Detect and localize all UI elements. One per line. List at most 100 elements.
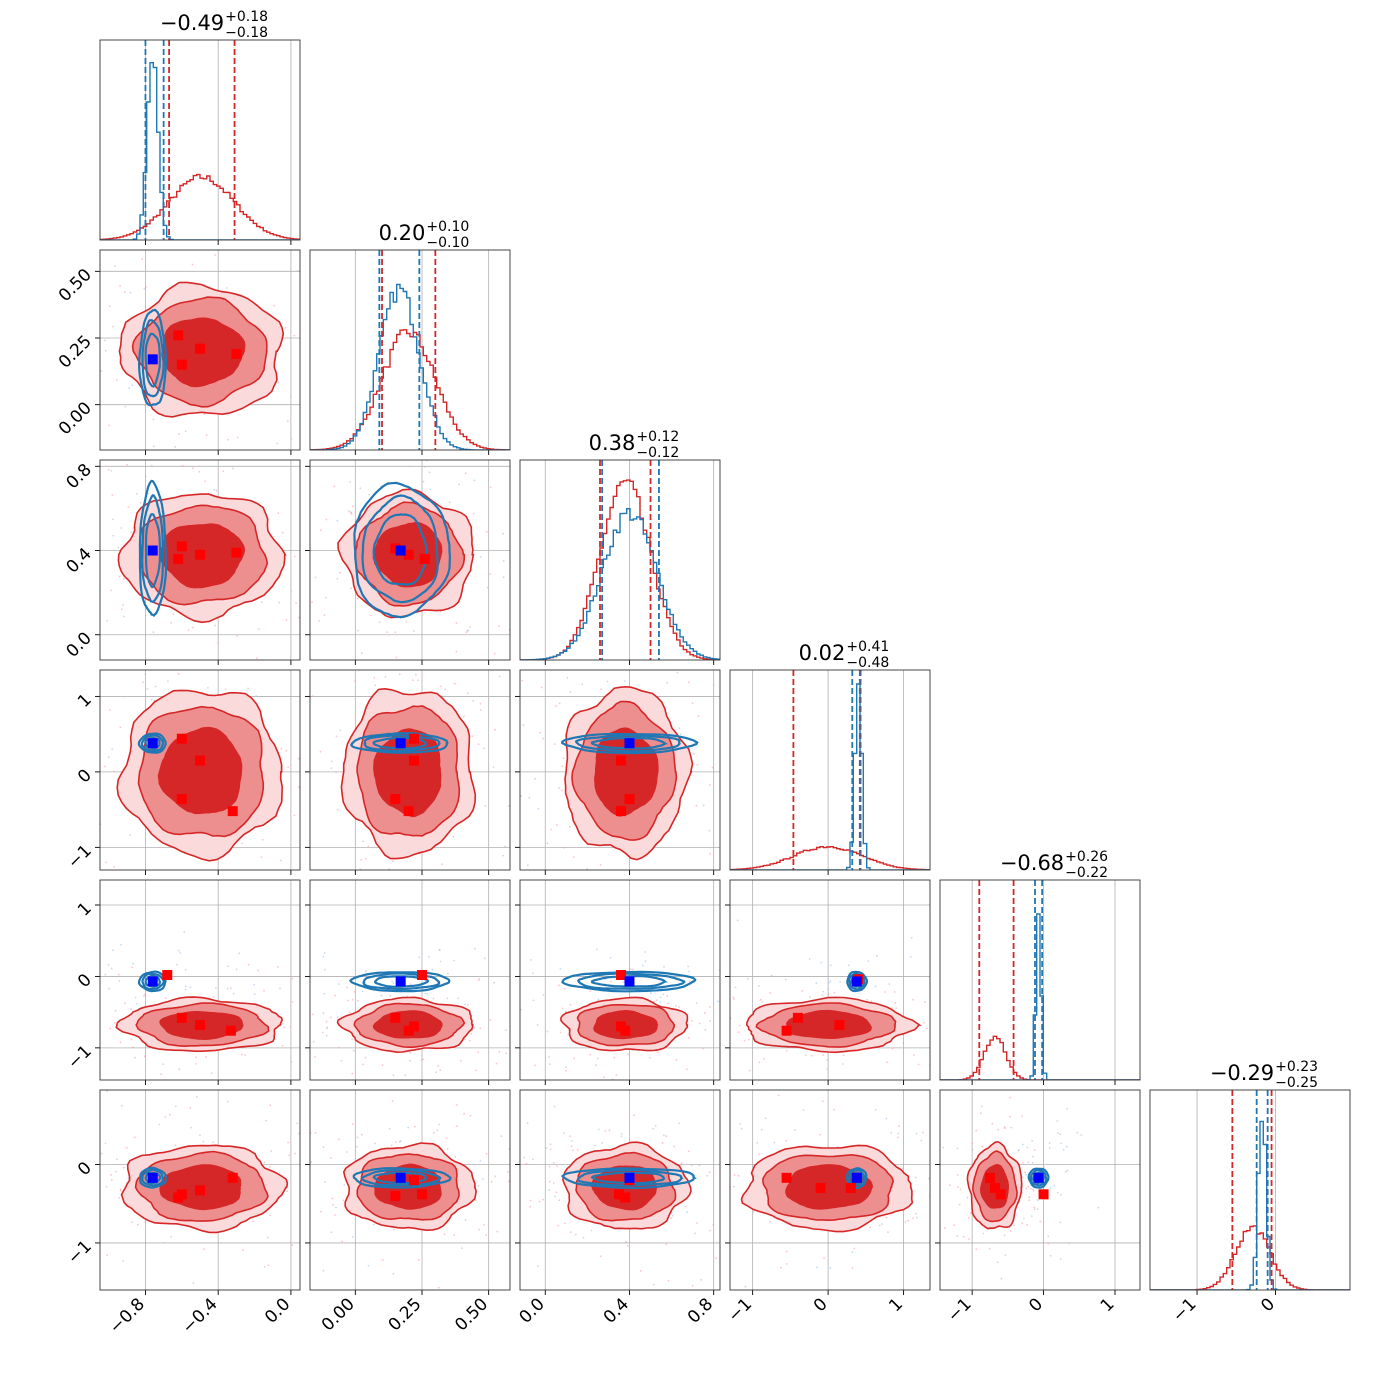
sample-point bbox=[173, 1319, 175, 1321]
sample-point bbox=[356, 1136, 359, 1139]
sample-point bbox=[717, 1000, 720, 1003]
sample-point bbox=[16, 636, 18, 638]
sample-point bbox=[902, 1012, 905, 1014]
sample-point bbox=[144, 1221, 147, 1223]
sample-point bbox=[940, 965, 942, 967]
marker-red bbox=[176, 359, 187, 370]
sample-point bbox=[303, 1253, 305, 1255]
sample-point bbox=[1066, 1169, 1069, 1172]
sample-point bbox=[747, 1209, 749, 1211]
sample-point bbox=[268, 1166, 271, 1168]
contour-blue bbox=[1027, 1167, 1050, 1189]
sample-point bbox=[215, 987, 217, 989]
sample-point bbox=[594, 1144, 596, 1147]
sample-point bbox=[56, 677, 58, 679]
sample-point bbox=[290, 1061, 293, 1064]
panel-frame bbox=[99, 879, 301, 1081]
sample-point bbox=[515, 740, 517, 742]
sample-point bbox=[498, 675, 501, 678]
marker-red bbox=[390, 794, 401, 805]
sample-point bbox=[809, 995, 811, 998]
sample-point bbox=[322, 1146, 325, 1148]
sample-point bbox=[540, 635, 542, 637]
contour-blue bbox=[138, 479, 167, 617]
sample-point bbox=[341, 1240, 343, 1243]
sample-point bbox=[190, 247, 192, 249]
marker-red bbox=[195, 1020, 205, 1030]
sample-point bbox=[659, 1001, 662, 1003]
sample-point bbox=[431, 684, 433, 686]
sample-point bbox=[678, 1122, 681, 1125]
sample-point bbox=[557, 558, 559, 560]
x-tick-label: −1 bbox=[724, 1294, 756, 1326]
sample-point bbox=[297, 508, 299, 510]
sample-point bbox=[412, 679, 414, 682]
sample-point bbox=[212, 1141, 215, 1144]
sample-point bbox=[118, 575, 121, 578]
sample-point bbox=[441, 863, 444, 865]
sample-point bbox=[769, 992, 772, 994]
sample-point bbox=[496, 1230, 499, 1233]
sample-point bbox=[167, 680, 169, 683]
sample-point bbox=[181, 464, 184, 467]
sample-point bbox=[773, 1141, 776, 1144]
sample-point bbox=[130, 531, 133, 534]
sample-point bbox=[356, 597, 359, 600]
marker-red bbox=[195, 549, 205, 560]
contour-blue bbox=[141, 319, 165, 398]
sample-point bbox=[596, 1057, 599, 1060]
sample-point bbox=[131, 473, 133, 475]
sample-point bbox=[915, 1132, 918, 1135]
sample-point bbox=[131, 1221, 133, 1223]
sample-point bbox=[117, 973, 120, 976]
sample-point bbox=[866, 998, 868, 1001]
param-error-plus: +0.10 bbox=[426, 219, 469, 235]
param-error-minus: −0.25 bbox=[1275, 1075, 1318, 1091]
sample-point bbox=[350, 217, 352, 219]
marker-red bbox=[417, 970, 427, 980]
marker-red bbox=[781, 1172, 792, 1183]
sample-point bbox=[556, 1165, 558, 1168]
sample-point bbox=[1009, 1096, 1012, 1099]
sample-point bbox=[878, 1224, 881, 1227]
sample-point bbox=[679, 1161, 681, 1163]
sample-point bbox=[1037, 1199, 1039, 1202]
sample-point bbox=[307, 860, 309, 862]
marker-truth bbox=[147, 738, 158, 749]
sample-point bbox=[567, 1034, 570, 1036]
sample-point bbox=[750, 1037, 752, 1039]
sample-point bbox=[715, 1172, 717, 1174]
sample-point bbox=[589, 1053, 592, 1056]
sample-point bbox=[325, 518, 328, 521]
sample-point bbox=[696, 1222, 698, 1224]
sample-point bbox=[134, 1056, 137, 1059]
contour-blue bbox=[847, 1168, 866, 1187]
sample-point bbox=[870, 1000, 873, 1003]
sample-point bbox=[520, 795, 522, 797]
sample-point bbox=[463, 1112, 465, 1115]
sample-point bbox=[514, 1054, 516, 1056]
panel-frame bbox=[519, 1089, 721, 1291]
sample-point bbox=[632, 968, 634, 971]
x-tick-label: 0 bbox=[1025, 1294, 1047, 1316]
sample-point bbox=[301, 1154, 303, 1156]
sample-point bbox=[147, 492, 150, 495]
marker-red bbox=[781, 1025, 792, 1036]
sample-point bbox=[296, 1122, 299, 1125]
sample-point bbox=[100, 370, 103, 372]
sample-point bbox=[867, 960, 870, 962]
sample-point bbox=[73, 513, 75, 515]
sample-point bbox=[199, 1134, 201, 1137]
sample-point bbox=[883, 991, 886, 993]
sample-point bbox=[65, 531, 67, 533]
sample-point bbox=[370, 1291, 372, 1293]
sample-point bbox=[132, 1046, 134, 1049]
sample-point bbox=[328, 616, 330, 618]
sample-point bbox=[160, 1073, 163, 1075]
histogram-red bbox=[100, 173, 300, 240]
sample-point bbox=[351, 1072, 354, 1075]
sample-point bbox=[482, 874, 484, 876]
sample-point bbox=[167, 668, 169, 670]
sample-point bbox=[170, 1235, 173, 1238]
panel-frame bbox=[729, 669, 931, 871]
